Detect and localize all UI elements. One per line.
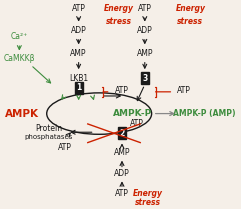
Text: ATP: ATP — [130, 119, 144, 129]
Text: ATP: ATP — [58, 143, 72, 152]
Text: stress: stress — [135, 198, 161, 207]
Text: ADP: ADP — [137, 26, 153, 35]
Text: stress: stress — [106, 17, 132, 26]
Text: AMP: AMP — [70, 49, 87, 58]
Text: AMP: AMP — [114, 148, 130, 157]
Text: Energy: Energy — [104, 4, 134, 13]
Text: ATP: ATP — [115, 86, 129, 95]
Text: ADP: ADP — [114, 169, 130, 178]
Text: Energy: Energy — [133, 189, 163, 198]
Text: phosphatases: phosphatases — [25, 134, 73, 140]
Text: ATP: ATP — [72, 4, 86, 13]
Text: Ca²⁺: Ca²⁺ — [11, 32, 28, 41]
Text: AMP: AMP — [137, 49, 153, 58]
Text: stress: stress — [177, 17, 203, 26]
Text: Energy: Energy — [175, 4, 205, 13]
Text: CaMKKβ: CaMKKβ — [4, 54, 35, 63]
Text: LKB1: LKB1 — [69, 74, 88, 83]
Text: 3: 3 — [142, 74, 147, 83]
Text: 1: 1 — [76, 83, 81, 92]
Text: 2: 2 — [119, 129, 125, 138]
Text: AMPK-P: AMPK-P — [113, 109, 152, 118]
Text: ATP: ATP — [177, 86, 191, 95]
Text: ADP: ADP — [71, 26, 87, 35]
Text: ATP: ATP — [138, 4, 152, 13]
Text: ATP: ATP — [115, 189, 129, 198]
Text: Protein: Protein — [35, 124, 63, 133]
Text: AMPK-P (AMP): AMPK-P (AMP) — [173, 109, 235, 118]
Text: AMPK: AMPK — [5, 109, 39, 119]
